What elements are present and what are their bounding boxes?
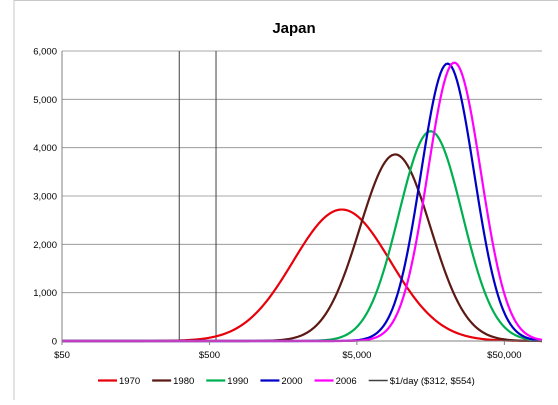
legend-label: $1/day ($312, $554) (390, 376, 475, 387)
legend-label: 2006 (336, 376, 357, 387)
x-tick-label: $50,000 (487, 350, 521, 361)
y-tick-label: 0 (52, 337, 57, 348)
legend-label: 2000 (281, 376, 302, 387)
x-tick-label: $500 (199, 350, 220, 361)
y-tick-label: 1,000 (33, 288, 57, 299)
y-tick-label: 5,000 (33, 95, 57, 106)
axes (61, 51, 542, 345)
legend-label: 1980 (173, 376, 194, 387)
legend-label: 1970 (119, 376, 140, 387)
chart-title: Japan (272, 20, 315, 37)
y-tick-label: 3,000 (33, 192, 57, 203)
legend-label: 1990 (227, 376, 248, 387)
legend: 1970 1980 1990 2000 2006 $1/day ($312, $554) (98, 376, 475, 387)
x-tick-labels: $50 $500 $5,000 $50,000 (54, 350, 521, 361)
x-tick-label: $50 (54, 350, 70, 361)
y-tick-label: 6,000 (33, 47, 57, 58)
x-tick-label: $5,000 (342, 350, 371, 361)
y-tick-label: 4,000 (33, 143, 57, 154)
reference-lines (178, 51, 217, 341)
y-tick-label: 2,000 (33, 240, 57, 251)
y-tick-labels: 0 1,000 2,000 3,000 4,000 5,000 6,000 (33, 47, 57, 348)
